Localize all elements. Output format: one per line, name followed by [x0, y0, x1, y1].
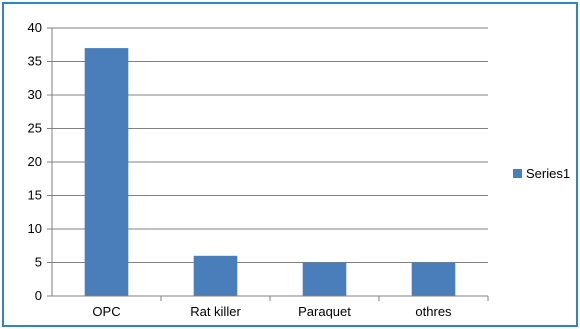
y-tick-label: 35	[28, 54, 42, 69]
y-tick-labels: 0 5 10 15 20 25 30 35 40	[28, 20, 42, 303]
x-tick-label: othres	[415, 304, 452, 319]
y-tick-label: 0	[35, 288, 42, 303]
x-tick-labels: OPC Rat killer Paraquet othres	[92, 304, 452, 319]
y-tick-label: 40	[28, 20, 42, 35]
y-tick-label: 25	[28, 121, 42, 136]
legend-label: Series1	[526, 166, 570, 181]
bar	[193, 255, 238, 296]
x-tick-label: Paraquet	[298, 304, 351, 319]
axes	[51, 28, 489, 301]
y-tick-label: 5	[35, 255, 42, 270]
y-tick-label: 20	[28, 154, 42, 169]
y-tick-label: 15	[28, 188, 42, 203]
bar	[302, 262, 347, 296]
bar-chart: 0 5 10 15 20 25 30 35 40 OPC Rat killer Paraquet ot…	[28, 20, 571, 319]
x-tick-label: OPC	[92, 304, 120, 319]
bars	[84, 48, 456, 296]
x-tick-label: Rat killer	[190, 304, 241, 319]
bar	[84, 48, 129, 296]
legend-swatch	[513, 169, 522, 178]
legend: Series1	[513, 166, 570, 181]
y-tick-label: 30	[28, 87, 42, 102]
bar	[411, 262, 456, 296]
y-tick-label: 10	[28, 221, 42, 236]
